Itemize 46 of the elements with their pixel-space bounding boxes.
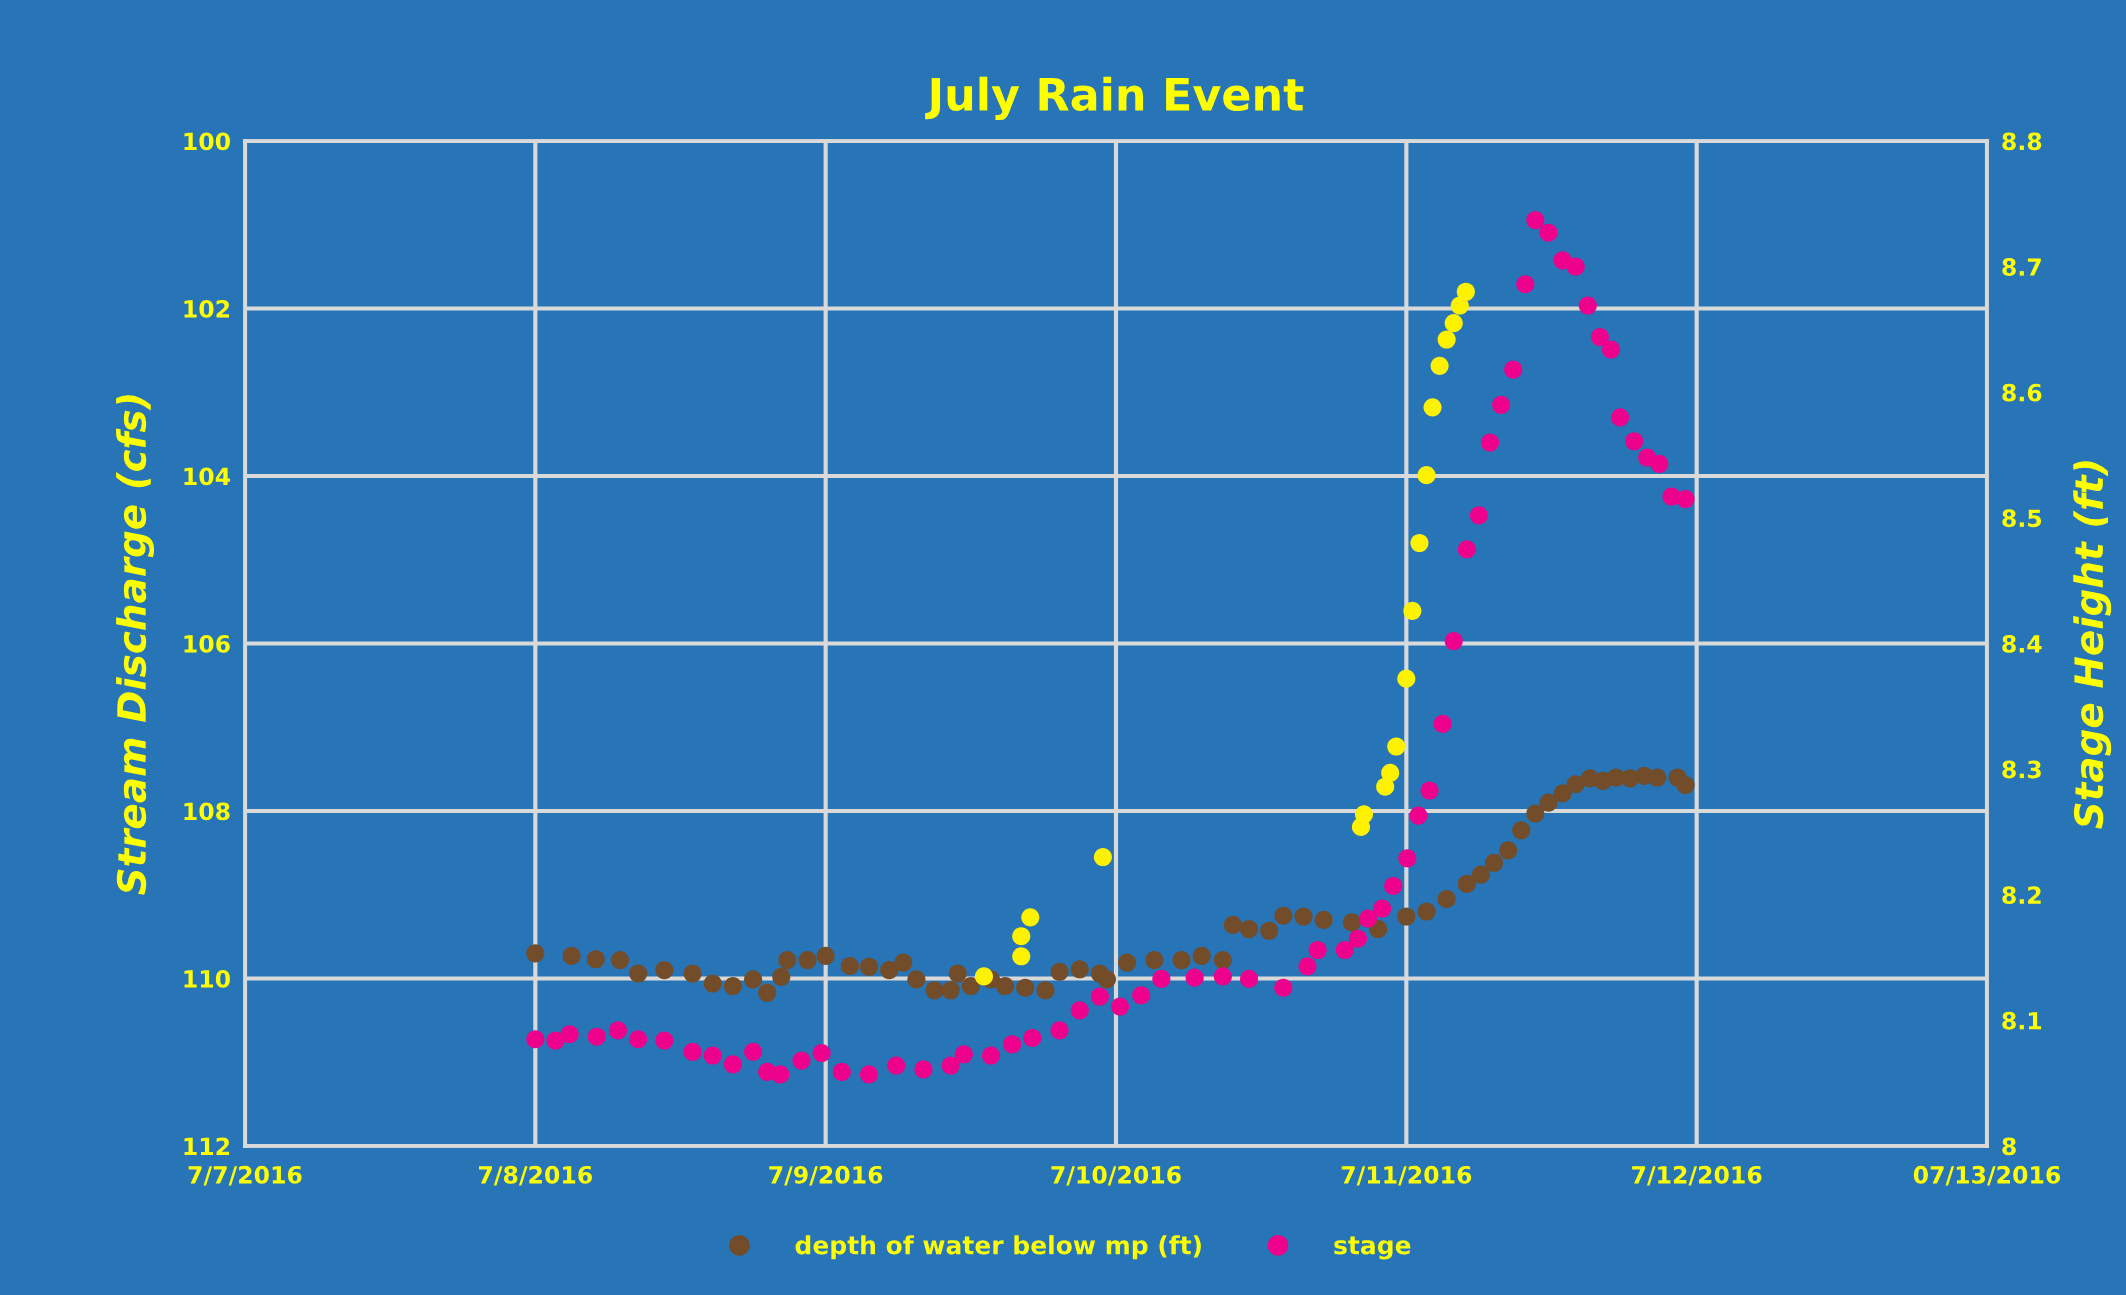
y-tick-label: 102 (184, 299, 230, 318)
point (1403, 601, 1422, 620)
point (1354, 805, 1374, 824)
y2-tick-label: 8.5 (2002, 509, 2042, 528)
point (974, 967, 993, 986)
y2-tick-label: 8.1 (2002, 1011, 2042, 1030)
point (1430, 356, 1449, 375)
point (1397, 669, 1416, 688)
point (1093, 848, 1112, 867)
point (1410, 533, 1429, 553)
y2-tick-label: 8.7 (2002, 258, 2041, 276)
point (1012, 927, 1031, 946)
y-tick-label: 100 (184, 132, 230, 151)
x-tick-label: 7/9/2016 (769, 1165, 883, 1186)
legend-label: depth of water below mp (ft) (795, 1235, 1201, 1260)
chart-title: July Rain Event (925, 76, 1304, 121)
point (1437, 330, 1456, 349)
y2-tick-label: 8.2 (2002, 886, 2041, 905)
x-tick-label: 7/12/2016 (1632, 1165, 1762, 1186)
point (1381, 763, 1400, 782)
legend-label: stage (1334, 1236, 1411, 1260)
point (1417, 466, 1436, 485)
y2-tick-label: 8.3 (2002, 760, 2041, 779)
x-tick-label: 7/8/2016 (479, 1165, 592, 1186)
x-tick-label: 7/10/2016 (1051, 1165, 1181, 1186)
y2-tick-label: 8 (2002, 1137, 2016, 1156)
x-tick-label: 7/11/2016 (1341, 1165, 1472, 1186)
y2-tick-label: 8.6 (2002, 383, 2042, 402)
y-tick-label: 110 (184, 969, 230, 988)
point (1444, 314, 1463, 333)
point (1456, 282, 1475, 301)
y2-axis-title: Stage Height (ft) (2073, 461, 2112, 829)
x-tick-label: 7/7/2016 (188, 1165, 302, 1186)
y2-tick-label: 8.4 (2002, 634, 2042, 653)
y-tick-label: 112 (184, 1137, 230, 1155)
y-axis-title: Stream Discharge (cfs) (116, 395, 155, 895)
point (1450, 296, 1469, 315)
point (1012, 947, 1031, 966)
y-tick-label: 106 (184, 634, 230, 653)
point (1021, 908, 1040, 927)
y2-tick-label: 8.8 (2002, 132, 2042, 151)
y-tick-label: 104 (184, 467, 231, 486)
x-tick-label: 07/13/2016 (1913, 1165, 2061, 1186)
y-tick-label: 108 (184, 802, 230, 821)
point (1423, 398, 1442, 417)
point (1387, 737, 1406, 756)
